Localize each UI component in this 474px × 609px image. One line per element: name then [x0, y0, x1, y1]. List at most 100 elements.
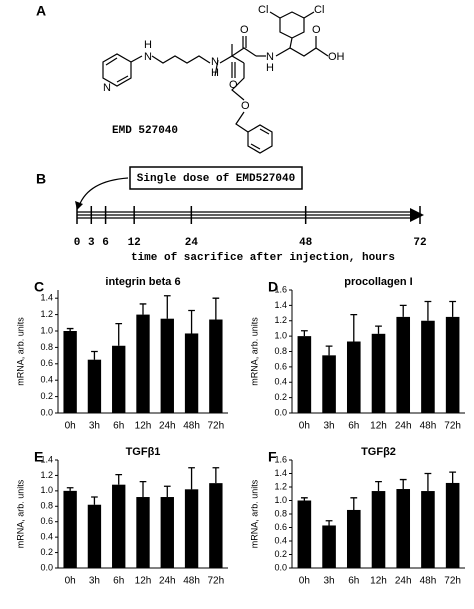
note-arrow: [78, 177, 129, 207]
y-tick-label: 1.0: [274, 331, 287, 341]
y-tick-label: 0.2: [274, 392, 287, 402]
x-tick-label: 6h: [113, 576, 124, 587]
x-tick-label: 24h: [395, 576, 412, 587]
atom: N: [266, 51, 274, 63]
compound-label: EMD 527040: [112, 125, 178, 137]
y-tick-label: 0.8: [40, 342, 53, 352]
error-bar: [325, 345, 333, 356]
bar: [63, 331, 77, 413]
note-box: [129, 166, 303, 190]
bar: [396, 316, 411, 413]
atom: Cl: [314, 4, 324, 16]
bar: [346, 509, 361, 568]
bar: [297, 336, 312, 413]
x-tick-label: 48h: [420, 421, 437, 432]
x-tick-label: 72h: [444, 421, 461, 432]
error-bar: [91, 496, 98, 505]
x-tick-label: 6h: [348, 421, 359, 432]
y-tick-label: 0.2: [40, 547, 53, 557]
bar: [136, 314, 150, 413]
error-bar: [163, 295, 171, 319]
error-bar: [449, 471, 457, 483]
chart-title: integrin beta 6: [105, 276, 180, 288]
y-tick-label: 1.4: [40, 454, 53, 464]
error-bar: [325, 520, 333, 526]
y-tick-label: 0.4: [40, 532, 53, 542]
bar: [160, 497, 174, 568]
error-bar: [350, 313, 358, 342]
y-tick-label: 0.6: [40, 516, 53, 526]
atom: N: [103, 82, 111, 94]
error-bar: [115, 322, 123, 346]
y-tick-label: 0.6: [40, 358, 53, 368]
y-tick-label: 1.6: [274, 284, 287, 294]
timeline-tick-label: 48: [299, 237, 313, 249]
timeline-tick-label: 0: [74, 237, 81, 249]
timeline-tick-label: 24: [185, 237, 199, 249]
y-axis-label: mRNA, arb. units: [15, 479, 25, 548]
x-tick-label: 48h: [183, 421, 200, 432]
bar: [87, 504, 102, 568]
y-tick-label: 0.0: [40, 407, 53, 417]
panel-label: B: [36, 171, 46, 187]
x-tick-label: 3h: [324, 576, 335, 587]
error-bar: [188, 467, 195, 490]
x-tick-label: 48h: [420, 576, 437, 587]
panel-label: A: [36, 3, 46, 19]
error-bar: [188, 309, 195, 334]
timeline-tick-label: 72: [413, 237, 426, 249]
atom: O: [312, 24, 321, 36]
y-tick-label: 1.0: [40, 485, 53, 495]
bar: [322, 525, 336, 568]
error-bar: [300, 330, 308, 337]
x-tick-label: 24h: [395, 421, 412, 432]
y-tick-label: 0.6: [274, 361, 287, 371]
x-tick-label: 12h: [370, 421, 387, 432]
atom: N: [211, 56, 219, 68]
error-bar: [66, 327, 74, 331]
x-tick-label: 24h: [159, 576, 176, 587]
panel-label: D: [268, 279, 278, 295]
error-bar: [212, 467, 220, 484]
structure-bonds: [102, 11, 329, 154]
y-tick-label: 1.6: [274, 454, 287, 464]
error-bar: [163, 485, 171, 498]
y-tick-label: 0.4: [274, 535, 287, 545]
x-tick-label: 3h: [89, 421, 100, 432]
y-tick-label: 1.4: [274, 300, 287, 310]
y-tick-label: 0.2: [274, 549, 287, 559]
bar: [297, 500, 312, 568]
bar: [63, 490, 77, 568]
bar: [371, 491, 386, 568]
y-tick-label: 0.8: [40, 501, 53, 511]
error-bar: [91, 350, 98, 360]
error-bar: [424, 472, 432, 492]
error-bar: [449, 300, 457, 317]
atom: Cl: [258, 4, 268, 16]
x-tick-label: 48h: [183, 576, 200, 587]
note: Single dose of EMD527040: [137, 173, 295, 185]
y-axis-label: mRNA, arb. units: [249, 317, 259, 386]
timeline-tick-label: 12: [128, 237, 141, 249]
timeline-tick-label: 6: [102, 237, 109, 249]
atom: O: [240, 24, 249, 36]
chart-title: TGFβ2: [361, 446, 396, 458]
bar: [112, 345, 126, 413]
bar: [112, 484, 126, 568]
error-bar: [399, 304, 407, 317]
error-bar: [300, 497, 308, 501]
atom: H: [266, 62, 274, 74]
y-axis-label: mRNA, arb. units: [15, 317, 25, 386]
bar: [421, 320, 435, 413]
x-tick-label: 72h: [208, 421, 225, 432]
bar: [396, 489, 411, 568]
bar: [136, 497, 150, 568]
y-tick-label: 0.6: [274, 522, 287, 532]
bar: [87, 359, 102, 413]
timeline-label: time of sacrifice after injection, hours: [131, 252, 395, 264]
bar: [209, 483, 223, 568]
atom: N: [144, 51, 152, 63]
bar: [371, 333, 386, 413]
bar: [160, 318, 174, 413]
x-tick-label: 3h: [324, 421, 335, 432]
